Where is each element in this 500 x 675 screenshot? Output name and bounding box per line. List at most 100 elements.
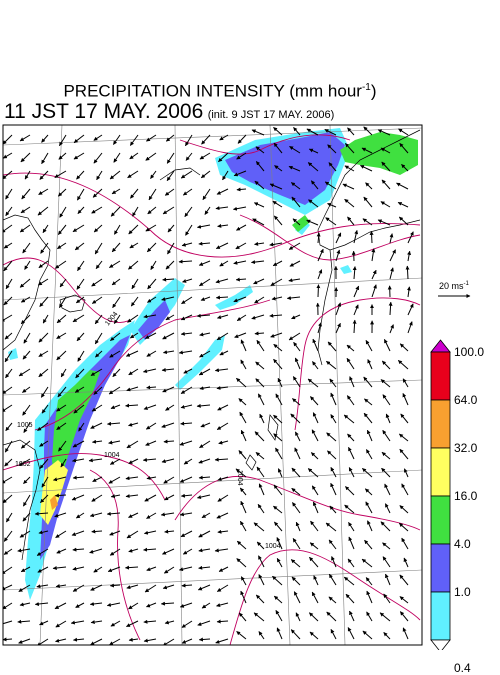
wind-arrow [167,153,174,163]
wind-arrow [367,430,372,441]
wind-arrow [365,489,372,495]
wind-arrow [4,549,12,555]
wind-arrow [144,621,156,622]
wind-arrow [220,261,228,266]
wind-arrow [40,297,48,307]
wind-arrow [367,612,372,621]
wind-arrow [200,441,211,448]
wind-arrow [336,323,340,333]
wind-arrow [181,531,192,537]
wind-arrow [197,225,210,227]
wind-arrow [309,557,318,567]
wind-arrow [390,325,393,333]
wind-arrow [347,396,354,405]
wind-arrow [287,297,300,298]
wind-arrow [259,484,264,495]
wind-arrow [312,362,318,370]
wind-arrow [348,128,355,135]
wind-arrow [203,189,210,200]
wind-arrow [294,342,300,351]
wind-arrow [217,603,229,606]
wind-arrow [296,613,300,621]
wind-arrow [53,567,66,568]
wind-arrow [111,621,120,626]
wind-arrow [21,207,30,213]
wind-arrow [72,531,84,535]
wind-arrow [331,415,336,424]
wind-arrow [368,521,373,531]
wind-arrow [73,585,84,591]
wind-arrow [148,279,156,289]
wind-arrow [390,234,392,243]
wind-arrow [73,639,84,640]
wind-arrow [146,153,156,160]
wind-arrow [368,360,372,370]
isobar-label: 1005 [17,422,33,429]
wind-arrow [183,189,192,195]
wind-arrow [237,541,246,549]
wind-arrow [344,577,354,585]
wind-arrow [241,430,246,441]
wind-arrow [161,603,174,604]
wind-arrow [257,340,264,351]
wind-arrow [400,575,408,585]
wind-arrow [199,243,210,244]
wind-arrow [256,452,264,459]
wind-arrow [57,315,66,323]
wind-arrow [400,506,408,514]
wind-arrow [97,171,102,180]
wind-arrow [381,380,390,388]
wind-arrow [130,243,138,248]
wind-arrow [91,639,103,645]
wind-arrow [23,351,30,359]
wind-arrow [270,315,282,316]
reference-vector-value: 20 ms [439,281,464,291]
wind-arrow [390,268,393,279]
wind-arrow [146,603,156,607]
wind-arrow [258,504,264,513]
wind-arrow [311,521,319,531]
wind-arrow [127,585,138,588]
wind-arrow [366,450,372,460]
wind-arrow [6,513,12,522]
wind-arrow [199,531,210,537]
wind-arrow [114,225,120,234]
wind-arrow [19,369,30,376]
wind-arrow [215,369,228,371]
wind-arrow [237,315,246,321]
wind-arrow [255,243,265,244]
wind-arrow [350,611,355,621]
wind-arrow [312,592,318,603]
wind-arrow [327,451,336,459]
colorbar-label: 100.0 [454,346,484,358]
wind-arrow [366,340,372,351]
wind-arrow [95,315,102,324]
wind-arrow [3,495,12,503]
wind-arrow [408,304,413,315]
wind-arrow [145,585,156,592]
wind-arrow [332,557,336,568]
wind-arrow [349,447,355,459]
wind-arrow [108,567,120,572]
wind-arrow [20,279,30,287]
wind-arrow [199,639,210,640]
colorbar-label: 0.4 [454,662,471,674]
wind-arrow [349,537,354,549]
wind-arrow [271,333,282,337]
colorbar-bottom-triangle [431,640,450,650]
wind-arrow [146,135,156,141]
wind-arrow [403,628,408,639]
wind-arrow [378,220,390,225]
wind-arrow [277,628,282,639]
wind-arrow [202,513,210,518]
wind-arrow [144,531,156,534]
wind-arrow [256,595,264,603]
wind-arrow [218,531,228,532]
isobar-label: 1004 [236,470,243,486]
wind-arrow [56,531,66,538]
wind-arrow [202,135,211,144]
wind-arrow [382,468,391,477]
wind-arrow [273,506,282,513]
wind-arrow [113,369,120,377]
wind-arrow [390,250,396,261]
